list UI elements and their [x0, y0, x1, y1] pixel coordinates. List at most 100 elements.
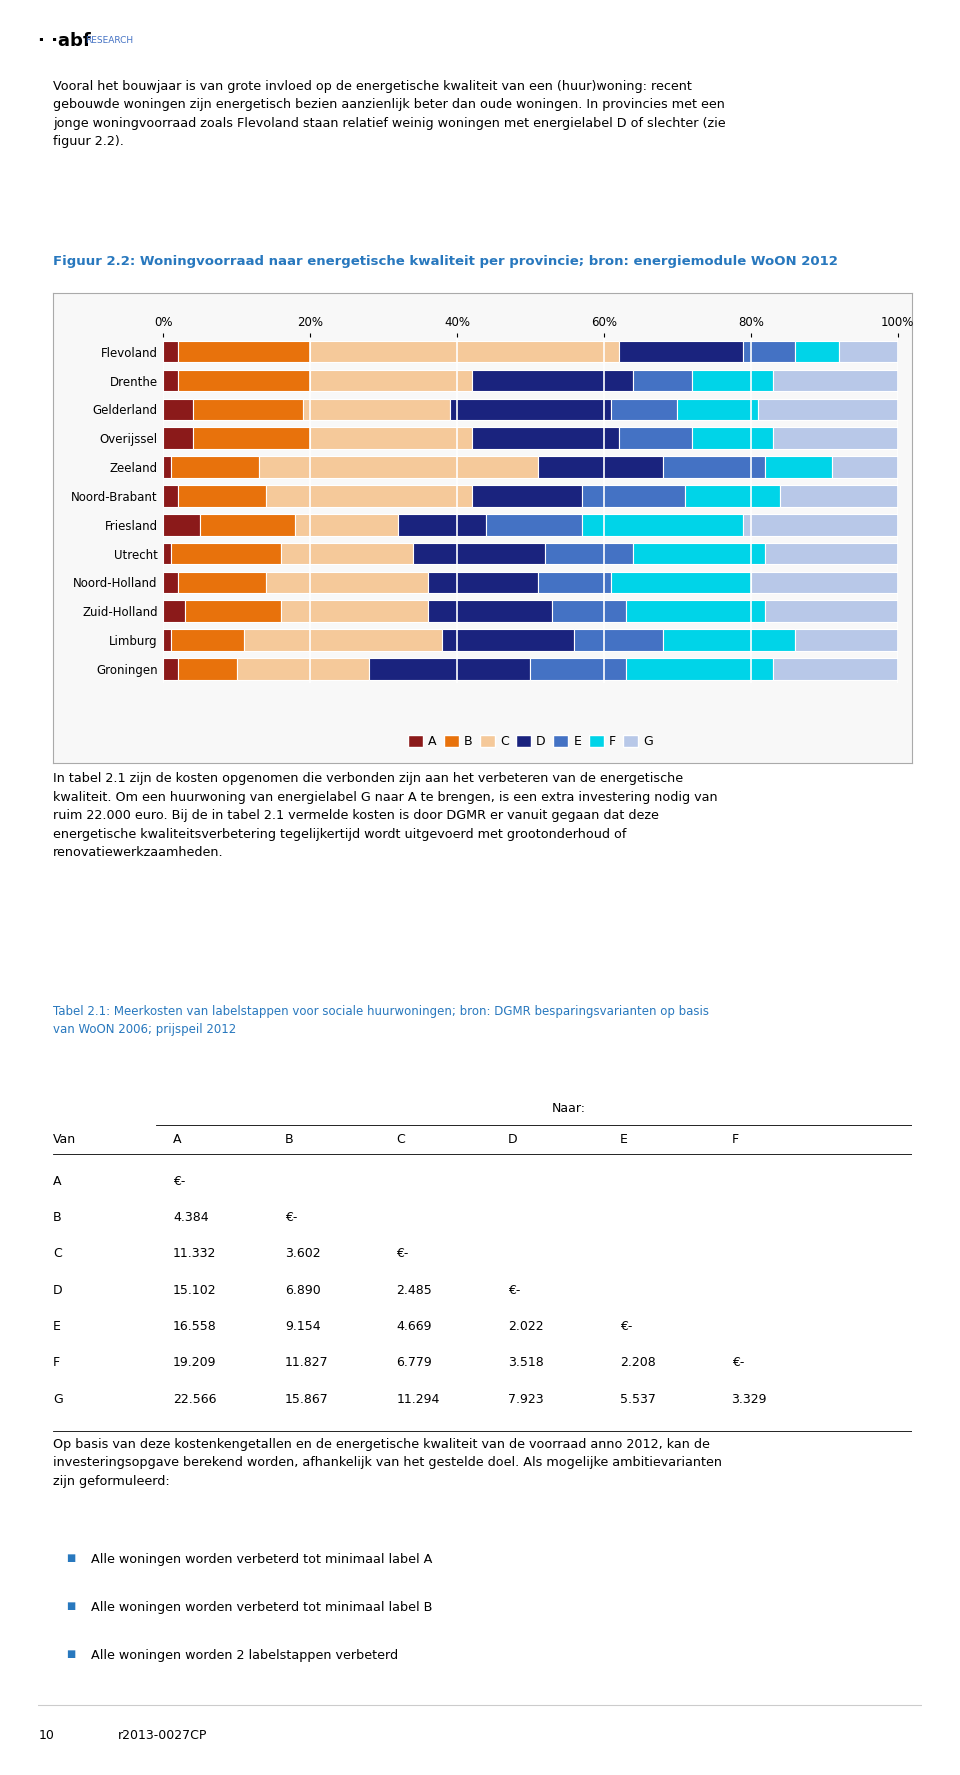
Bar — [369, 659, 530, 680]
Bar — [266, 485, 471, 506]
Legend: A, B, C, D, E, F, G: A, B, C, D, E, F, G — [403, 730, 658, 753]
Bar — [193, 399, 302, 421]
Text: B: B — [53, 1211, 61, 1225]
Bar — [163, 543, 171, 564]
Bar — [193, 428, 310, 449]
Bar — [780, 485, 898, 506]
Bar — [185, 600, 280, 621]
Text: 11.294: 11.294 — [396, 1393, 440, 1406]
Bar — [310, 369, 471, 390]
Bar — [296, 515, 398, 536]
Bar — [171, 456, 258, 477]
Bar — [471, 369, 634, 390]
Text: 6.779: 6.779 — [396, 1356, 432, 1369]
Bar — [178, 485, 266, 506]
Text: ■: ■ — [65, 1649, 75, 1658]
Text: RESEARCH: RESEARCH — [85, 36, 133, 46]
Bar — [773, 369, 898, 390]
Bar — [626, 659, 773, 680]
Text: 3.602: 3.602 — [285, 1248, 321, 1260]
Bar — [618, 341, 743, 362]
Text: F: F — [53, 1356, 60, 1369]
Bar — [178, 572, 266, 593]
Bar — [443, 630, 574, 651]
Bar — [310, 341, 618, 362]
Text: A: A — [53, 1175, 61, 1187]
Bar — [612, 399, 678, 421]
Text: Alle woningen worden 2 labelstappen verbeterd: Alle woningen worden 2 labelstappen verb… — [91, 1649, 398, 1661]
Text: ■: ■ — [65, 1553, 75, 1562]
Text: A: A — [173, 1132, 181, 1147]
Text: 7.923: 7.923 — [508, 1393, 543, 1406]
Text: E: E — [53, 1321, 60, 1333]
Text: €-: €- — [732, 1356, 744, 1369]
Text: €-: €- — [285, 1211, 298, 1225]
Bar — [545, 543, 634, 564]
Text: 2.022: 2.022 — [508, 1321, 543, 1333]
Text: C: C — [396, 1132, 405, 1147]
Text: 4.669: 4.669 — [396, 1321, 432, 1333]
Bar — [178, 369, 310, 390]
Bar — [471, 428, 618, 449]
Bar — [795, 630, 898, 651]
Bar — [163, 369, 178, 390]
Text: 2.485: 2.485 — [396, 1283, 432, 1298]
Text: 2.208: 2.208 — [620, 1356, 656, 1369]
Bar — [398, 515, 487, 536]
Bar — [773, 659, 898, 680]
Bar — [662, 630, 795, 651]
Text: 16.558: 16.558 — [173, 1321, 217, 1333]
Bar — [171, 543, 280, 564]
Bar — [795, 341, 839, 362]
Bar — [163, 630, 171, 651]
Bar — [413, 543, 545, 564]
Text: Op basis van deze kostenkengetallen en de energetische kwaliteit van de voorraad: Op basis van deze kostenkengetallen en d… — [53, 1438, 722, 1487]
Bar — [634, 369, 692, 390]
Bar — [692, 428, 773, 449]
Text: D: D — [53, 1283, 62, 1298]
Bar — [171, 630, 244, 651]
Bar — [626, 600, 765, 621]
Text: €-: €- — [173, 1175, 185, 1187]
Bar — [765, 543, 898, 564]
Bar — [237, 659, 369, 680]
Bar — [773, 428, 898, 449]
Bar — [574, 630, 662, 651]
Text: Tabel 2.1: Meerkosten van labelstappen voor sociale huurwoningen; bron: DGMR bes: Tabel 2.1: Meerkosten van labelstappen v… — [53, 1005, 708, 1037]
Bar — [765, 456, 831, 477]
Text: 5.537: 5.537 — [620, 1393, 656, 1406]
Bar — [743, 515, 898, 536]
Text: Figuur 2.2: Woningvoorraad naar energetische kwaliteit per provincie; bron: ener: Figuur 2.2: Woningvoorraad naar energeti… — [53, 256, 838, 268]
Text: 19.209: 19.209 — [173, 1356, 217, 1369]
Bar — [530, 659, 626, 680]
Text: · ·abf: · ·abf — [38, 32, 91, 50]
Bar — [552, 600, 626, 621]
Bar — [831, 456, 898, 477]
Bar — [163, 485, 178, 506]
Text: 10: 10 — [38, 1729, 55, 1741]
Bar — [538, 456, 662, 477]
Text: 11.332: 11.332 — [173, 1248, 216, 1260]
Text: Van: Van — [53, 1132, 76, 1147]
Text: Naar:: Naar: — [551, 1102, 586, 1115]
Text: 22.566: 22.566 — [173, 1393, 217, 1406]
Bar — [751, 572, 898, 593]
Text: 3.518: 3.518 — [508, 1356, 544, 1369]
Text: 15.102: 15.102 — [173, 1283, 217, 1298]
Bar — [487, 515, 582, 536]
Bar — [280, 600, 427, 621]
Bar — [266, 572, 427, 593]
Bar — [758, 399, 898, 421]
Bar — [163, 399, 193, 421]
Bar — [449, 399, 612, 421]
Text: Vooral het bouwjaar is van grote invloed op de energetische kwaliteit van een (h: Vooral het bouwjaar is van grote invloed… — [53, 80, 726, 149]
Bar — [618, 428, 692, 449]
Bar — [280, 543, 413, 564]
Text: ■: ■ — [65, 1601, 75, 1610]
Bar — [163, 428, 193, 449]
Bar — [582, 485, 684, 506]
Bar — [684, 485, 780, 506]
Bar — [310, 428, 471, 449]
Text: €-: €- — [620, 1321, 633, 1333]
Bar — [765, 600, 898, 621]
